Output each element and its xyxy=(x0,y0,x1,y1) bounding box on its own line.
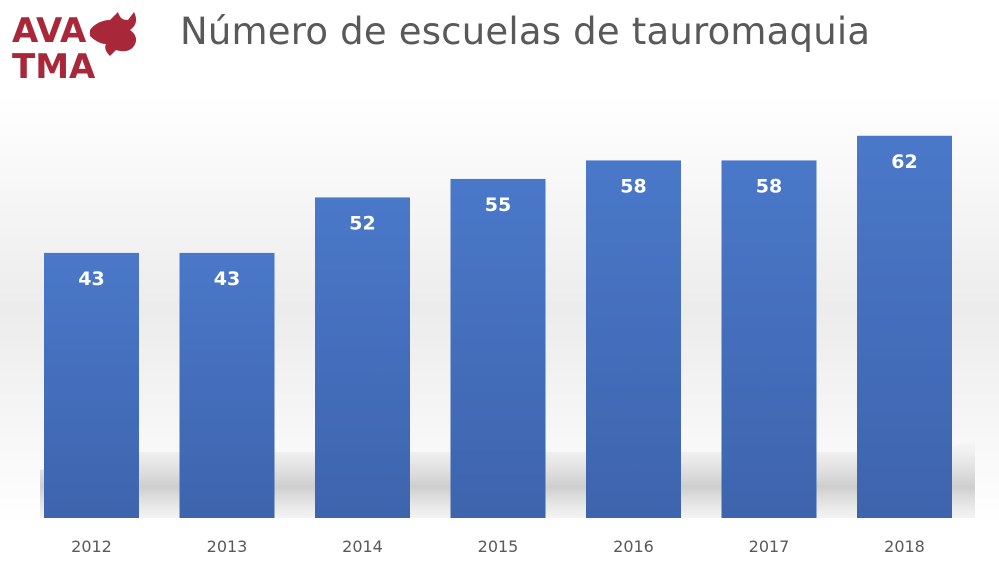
chart-title: Número de escuelas de tauromaquia xyxy=(180,10,871,53)
x-tick-label-2018: 2018 xyxy=(884,537,925,556)
x-tick-label-2013: 2013 xyxy=(207,537,248,556)
bar-2012 xyxy=(44,252,139,518)
bar-2016 xyxy=(586,160,681,518)
logo-text-bottom: TMA xyxy=(12,47,96,82)
x-tick-label-2017: 2017 xyxy=(749,537,790,556)
data-labels-group: 43 43 52 55 58 58 62 xyxy=(78,151,917,290)
logo-text-top: AVA xyxy=(12,11,87,51)
bar-2018 xyxy=(857,135,952,518)
bar-2015 xyxy=(450,178,546,519)
x-tick-label-2016: 2016 xyxy=(613,537,654,556)
data-label-2018: 62 xyxy=(891,151,917,173)
data-label-2016: 58 xyxy=(620,175,646,197)
x-tick-label-2014: 2014 xyxy=(342,537,383,556)
bar-2017 xyxy=(721,160,817,518)
data-label-2015: 55 xyxy=(485,194,511,216)
bar-2014 xyxy=(315,197,410,519)
data-label-2017: 58 xyxy=(756,175,782,197)
data-label-2014: 52 xyxy=(349,212,375,234)
avatma-logo: AVA TMA xyxy=(12,11,137,82)
bars-group xyxy=(44,135,952,519)
bull-icon xyxy=(90,12,137,56)
x-tick-label-2015: 2015 xyxy=(478,537,519,556)
bar-2013 xyxy=(179,252,275,518)
data-label-2012: 43 xyxy=(78,268,104,290)
data-label-2013: 43 xyxy=(214,268,240,290)
x-tick-label-2012: 2012 xyxy=(71,537,112,556)
x-tick-labels-group: 2012 2013 2014 2015 2016 2017 2018 xyxy=(71,537,925,556)
